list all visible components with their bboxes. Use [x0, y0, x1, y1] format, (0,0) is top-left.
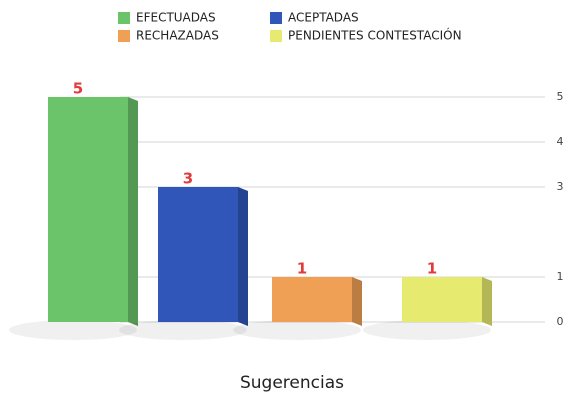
- value-label: 1: [427, 260, 437, 278]
- bar-side: [128, 97, 138, 326]
- bar-shadow: [363, 320, 491, 340]
- value-label: 1: [297, 260, 307, 278]
- value-label: 5: [73, 80, 83, 98]
- legend-label: ACEPTADAS: [288, 11, 359, 25]
- x-axis-label: Sugerencias: [240, 373, 344, 393]
- bar: [402, 277, 482, 322]
- bar-shadow: [119, 320, 247, 340]
- y-tick-label: 3: [557, 180, 564, 193]
- bar: [158, 187, 238, 322]
- y-tick-label: 0: [557, 315, 564, 328]
- legend-label: PENDIENTES CONTESTACIÓN: [288, 28, 462, 43]
- bar: [48, 97, 128, 322]
- legend-label: EFECTUADAS: [136, 11, 216, 25]
- bar-shadow: [9, 320, 137, 340]
- legend-swatch: [118, 12, 130, 24]
- legend-swatch: [270, 12, 282, 24]
- y-tick-label: 4: [557, 135, 564, 148]
- legend-label: RECHAZADAS: [136, 29, 219, 43]
- bar: [272, 277, 352, 322]
- legend-swatch: [270, 30, 282, 42]
- bar-side: [238, 187, 248, 326]
- y-tick-label: 1: [557, 270, 564, 283]
- legend-swatch: [118, 30, 130, 42]
- value-label: 3: [183, 170, 193, 188]
- bar-shadow: [233, 320, 361, 340]
- y-tick-label: 5: [557, 90, 564, 103]
- bar-side: [352, 277, 362, 326]
- bar-side: [482, 277, 492, 326]
